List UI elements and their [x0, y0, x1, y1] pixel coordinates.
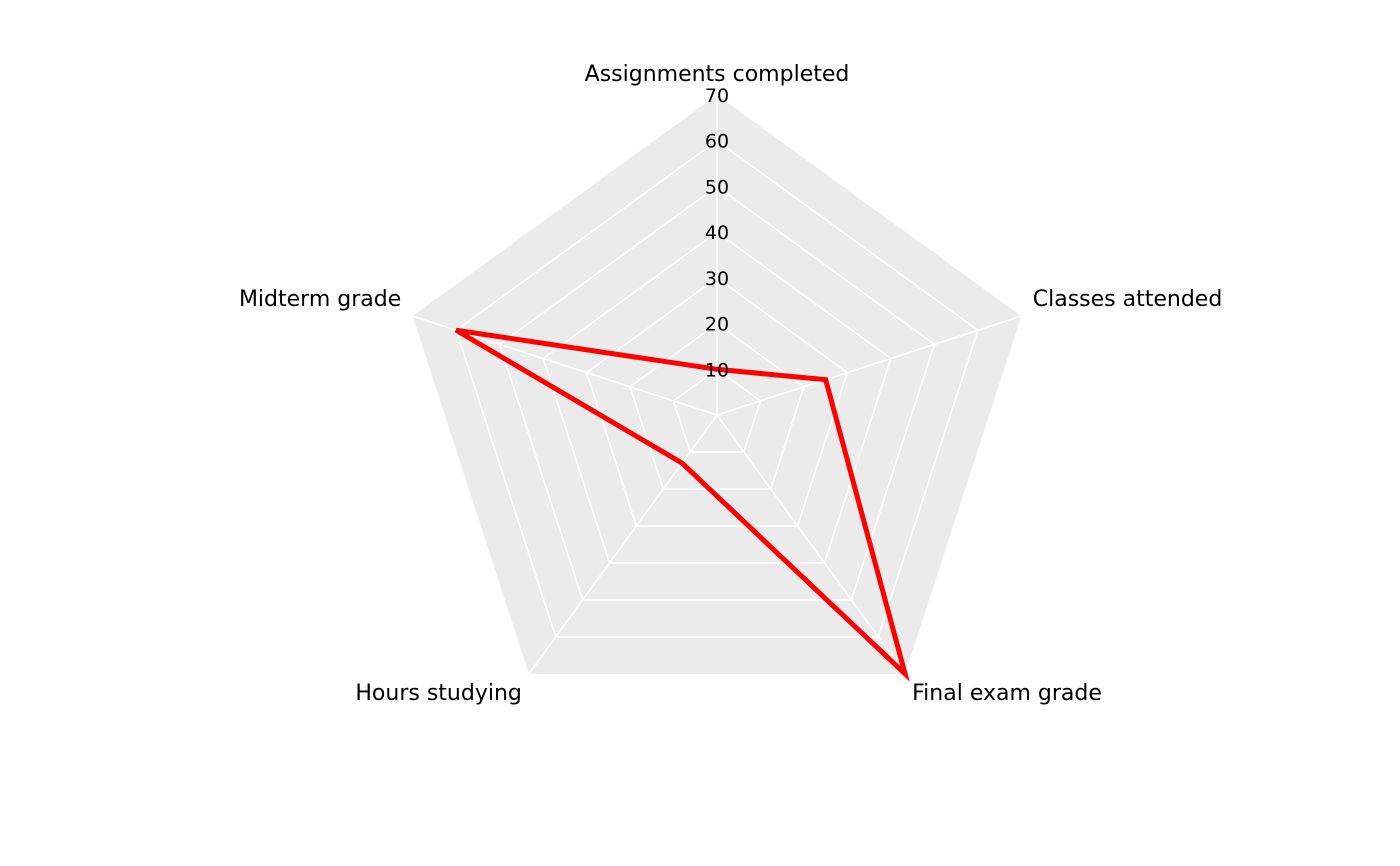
- tick-label-50: 50: [705, 176, 729, 198]
- tick-label-20: 20: [705, 314, 729, 336]
- spoke-final-exam-grade: [716, 414, 906, 675]
- tick-label-70: 70: [705, 85, 729, 107]
- tick-label-60: 60: [705, 131, 729, 153]
- axis-label-hours-studying: Hours studying: [355, 681, 521, 706]
- tick-label-40: 40: [705, 222, 729, 244]
- series-line-0: [454, 327, 910, 682]
- grid-ring-40: [542, 231, 892, 564]
- axis-label-classes-attended: Classes attended: [1033, 287, 1223, 312]
- axis-label-assignments-completed: Assignments completed: [585, 62, 850, 87]
- radial-tick-labels: 10 20 30 40 50 60 70: [705, 85, 729, 381]
- grid-ring-10: [672, 368, 762, 453]
- axis-label-final-exam-grade: Final exam grade: [912, 681, 1102, 706]
- tick-label-30: 30: [705, 268, 729, 290]
- axis-labels: Assignments completed Classes attended Fin…: [239, 62, 1222, 706]
- radar-series-layer: [454, 327, 910, 682]
- spoke-classes-attended: [716, 315, 1022, 416]
- grid-ring-60: [455, 139, 979, 638]
- tick-label-10: 10: [705, 359, 729, 381]
- grid-ring-50: [498, 185, 936, 601]
- axis-label-midterm-grade: Midterm grade: [239, 287, 401, 312]
- spoke-hours-studying: [528, 414, 718, 675]
- grid-ring-30: [585, 276, 849, 527]
